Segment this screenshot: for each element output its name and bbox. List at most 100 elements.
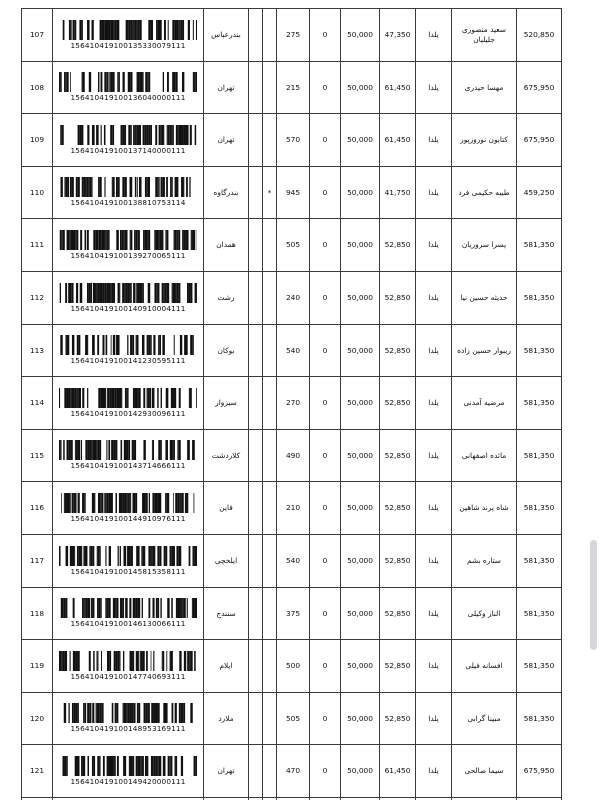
cell-barcode: 156410419100139270065111 <box>52 218 204 272</box>
cell-fee: 61,450 <box>379 113 416 167</box>
cell-weight: 540 <box>276 323 310 378</box>
cell-weight: 270 <box>276 376 310 430</box>
cell-insured-value: 50,000 <box>340 481 380 535</box>
cell-fee: 52,850 <box>379 796 416 800</box>
table-row[interactable]: 581,350 شاه پرند شاهین یلدا 52,850 50,000 0 21… <box>21 481 562 535</box>
cell-flag-primary <box>262 586 277 641</box>
cell-courier: یلدا <box>415 744 452 798</box>
cell-destination-city: بندرعباس <box>203 8 249 62</box>
cell-insured-value: 50,000 <box>340 586 380 641</box>
cell-row-index: 114 <box>21 376 53 430</box>
cell-weight: 215 <box>276 60 310 115</box>
table-row[interactable]: 675,950 کتایون نوروزپور یلدا 61,450 50,000 0 5… <box>21 113 562 167</box>
cell-courier: یلدا <box>415 533 452 588</box>
cell-extra-charge: 0 <box>309 270 341 325</box>
cell-extra-charge: 0 <box>309 796 341 800</box>
table-row[interactable]: 581,350 مائده اصفهانی یلدا 52,850 50,000 0 490… <box>21 428 562 483</box>
cell-row-index: 118 <box>21 586 53 641</box>
cell-flag-secondary <box>248 165 263 220</box>
barcode-image <box>59 282 197 303</box>
cell-destination-city: پردیس <box>203 796 249 800</box>
cell-weight: 470 <box>276 744 310 798</box>
cell-total-amount: 675,950 <box>516 60 562 115</box>
scrollbar-thumb[interactable] <box>590 540 597 650</box>
cell-barcode: 156410419100147740693111 <box>52 639 204 693</box>
cell-fee: 41,750 <box>379 165 416 220</box>
table-row[interactable]: 459,250 طیبه حکیمی فرد یلدا 41,750 50,000 0 94… <box>21 165 562 220</box>
cell-fee: 52,850 <box>379 323 416 378</box>
barcode-tracking-number: 156410419100141230595111 <box>70 356 186 366</box>
cell-insured-value: 50,000 <box>340 428 380 483</box>
table-row[interactable]: 520,850 سعید منصوری جلیلیان یلدا 47,350 50,0… <box>21 8 562 62</box>
cell-weight: 275 <box>276 8 310 62</box>
cell-flag-secondary <box>248 691 263 746</box>
cell-insured-value: 50,000 <box>340 744 380 798</box>
cell-barcode: 156410419100141230595111 <box>52 323 204 378</box>
cell-row-index: 117 <box>21 533 53 588</box>
cell-flag-secondary <box>248 323 263 378</box>
barcode-image <box>59 703 197 724</box>
cell-extra-charge: 0 <box>309 481 341 535</box>
cell-total-amount: 581,350 <box>516 218 562 272</box>
vertical-scrollbar[interactable] <box>586 0 600 800</box>
cell-weight: 505 <box>276 691 310 746</box>
table-row[interactable]: 581,350 ستاره بشم یلدا 52,850 50,000 0 540 ایلخ… <box>21 533 562 588</box>
table-row[interactable]: 581,350 مبینا گرابی یلدا 52,850 50,000 0 505 مل… <box>21 691 562 746</box>
cell-flag-secondary <box>248 586 263 641</box>
cell-insured-value: 50,000 <box>340 218 380 272</box>
cell-destination-city: رشت <box>203 270 249 325</box>
cell-destination-city: ایلام <box>203 639 249 693</box>
barcode-tracking-number: 156410419100146130066111 <box>70 619 186 629</box>
barcode-tracking-number: 156410419100149420000111 <box>70 776 186 786</box>
cell-insured-value: 50,000 <box>340 8 380 62</box>
cell-insured-value: 50,000 <box>340 639 380 693</box>
cell-extra-charge: 0 <box>309 165 341 220</box>
cell-barcode: 156410419100137140000111 <box>52 113 204 167</box>
cell-courier: یلدا <box>415 586 452 641</box>
cell-recipient-name: سروناز دفتری <box>451 796 517 800</box>
cell-row-index: 110 <box>21 165 53 220</box>
cell-flag-secondary <box>248 744 263 798</box>
table-row[interactable]: 581,350 مرضیه آمدنی یلدا 52,850 50,000 0 270 سب… <box>21 376 562 430</box>
cell-extra-charge: 0 <box>309 376 341 430</box>
table-row[interactable]: 675,950 مهسا حیدری یلدا 61,450 50,000 0 215 تهر… <box>21 60 562 115</box>
barcode-tracking-number: 156410419100145815358111 <box>70 566 186 576</box>
cell-row-index: 111 <box>21 218 53 272</box>
cell-fee: 52,850 <box>379 481 416 535</box>
barcode-tracking-number: 156410419100147740693111 <box>70 671 186 681</box>
cell-extra-charge: 0 <box>309 586 341 641</box>
cell-extra-charge: 0 <box>309 218 341 272</box>
cell-row-index: 108 <box>21 60 53 115</box>
cell-insured-value: 50,000 <box>340 323 380 378</box>
table-row[interactable]: 581,350 الناز وکیلی یلدا 52,850 50,000 0 375 سن… <box>21 586 562 641</box>
cell-flag-secondary <box>248 639 263 693</box>
cell-weight: 570 <box>276 113 310 167</box>
cell-recipient-name: یسرا سروریان <box>451 218 517 272</box>
table-row[interactable]: 581,350 حدیثه حسین نیا یلدا 52,850 50,000 0 24… <box>21 270 562 325</box>
cell-fee: 52,850 <box>379 691 416 746</box>
cell-barcode: 156410419100140910004111 <box>52 270 204 325</box>
cell-destination-city: قاین <box>203 481 249 535</box>
cell-weight: 945 <box>276 165 310 220</box>
cell-flag-secondary <box>248 376 263 430</box>
cell-destination-city: ایلخچی <box>203 533 249 588</box>
barcode-tracking-number: 156410419100138810753114 <box>70 198 186 208</box>
cell-total-amount: 459,250 <box>516 165 562 220</box>
table-row[interactable]: 675,950 سیما صالحی یلدا 61,450 50,000 0 470 تهر… <box>21 744 562 798</box>
cell-insured-value: 50,000 <box>340 376 380 430</box>
cell-flag-primary <box>262 376 277 430</box>
cell-flag-primary <box>262 8 277 62</box>
cell-recipient-name: ریبوار حسین زاده <box>451 323 517 378</box>
cell-total-amount: 581,350 <box>516 376 562 430</box>
table-row[interactable]: 581,350 افسانه فیلی یلدا 52,850 50,000 0 500 ای… <box>21 639 562 693</box>
cell-destination-city: کلاردشت <box>203 428 249 483</box>
cell-total-amount: 520,850 <box>516 8 562 62</box>
cell-fee: 61,450 <box>379 60 416 115</box>
cell-extra-charge: 0 <box>309 323 341 378</box>
cell-total-amount: 675,950 <box>516 744 562 798</box>
table-row[interactable]: 581,350 یسرا سروریان یلدا 52,850 50,000 0 505 ه… <box>21 218 562 272</box>
table-row[interactable]: 581,350 ریبوار حسین زاده یلدا 52,850 50,000 0… <box>21 323 562 378</box>
cell-flag-secondary <box>248 796 263 800</box>
